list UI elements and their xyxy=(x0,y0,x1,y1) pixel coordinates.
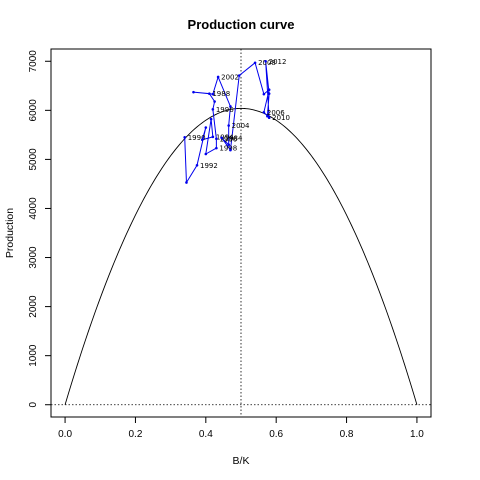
data-point xyxy=(211,135,215,139)
y-tick-label: 0 xyxy=(28,402,39,408)
data-point xyxy=(220,136,223,140)
year-label: 1998 xyxy=(219,145,237,153)
data-point xyxy=(204,126,208,129)
y-tick-label: 1000 xyxy=(28,344,39,367)
x-tick-label: 0.4 xyxy=(199,429,213,440)
year-label: 1994 xyxy=(216,133,234,141)
y-tick-label: 6000 xyxy=(28,99,39,122)
x-tick-label: 0.2 xyxy=(128,429,142,440)
year-label: 1986 xyxy=(219,135,237,143)
x-tick-label: 1.0 xyxy=(410,429,424,440)
data-point xyxy=(253,61,257,65)
data-point xyxy=(211,108,215,111)
data-point xyxy=(215,146,218,150)
data-point xyxy=(267,88,271,92)
y-tick-label: 3000 xyxy=(28,246,39,269)
x-tick-label: 0.0 xyxy=(58,429,72,440)
data-point xyxy=(211,92,215,96)
year-label: 2010 xyxy=(272,114,290,122)
x-tick-label: 0.8 xyxy=(340,429,354,440)
data-point xyxy=(237,74,241,77)
year-label: 1992 xyxy=(200,162,218,170)
year-label: 1996 xyxy=(216,106,234,114)
plot-area: 0.0 0.2 0.4 0.6 0.8 1.0 0 1000 2000 3000 4000 5000 6… xyxy=(28,48,432,440)
data-point xyxy=(200,138,204,142)
data-point xyxy=(262,110,266,114)
production-curve-line xyxy=(64,107,418,405)
data-point xyxy=(185,181,188,184)
data-point xyxy=(195,163,199,167)
data-point xyxy=(208,92,211,95)
year-label: 1984 xyxy=(225,134,243,142)
y-axis-label: Production xyxy=(4,208,16,258)
year-label: 1988 xyxy=(212,90,230,98)
data-point xyxy=(227,143,230,146)
data-point xyxy=(267,116,271,119)
data-point xyxy=(227,124,230,127)
year-label: 2004 xyxy=(232,122,250,130)
year-label: 2012 xyxy=(269,58,287,66)
chart-title: Production curve xyxy=(188,17,295,32)
year-label: 2008 xyxy=(258,59,276,67)
data-point xyxy=(266,114,269,118)
x-axis-label: B/K xyxy=(233,455,250,467)
data-point xyxy=(183,136,187,139)
data-point xyxy=(215,137,218,141)
data-point xyxy=(229,148,232,152)
data-point xyxy=(229,105,232,108)
y-tick-label: 4000 xyxy=(28,197,39,220)
year-label: 2006 xyxy=(267,109,285,117)
data-point xyxy=(216,75,220,79)
data-point xyxy=(213,100,216,103)
data-point xyxy=(192,90,195,94)
data-point xyxy=(262,92,266,96)
data-point xyxy=(209,117,213,121)
y-tick-label: 2000 xyxy=(28,295,39,318)
y-tick-label: 7000 xyxy=(28,50,39,73)
data-point xyxy=(204,152,208,156)
data-point xyxy=(267,92,271,95)
year-label: 1990 xyxy=(188,134,206,142)
y-tick-label: 5000 xyxy=(28,148,39,171)
year-label: 2002 xyxy=(221,73,239,81)
x-tick-label: 0.6 xyxy=(269,429,283,440)
data-point xyxy=(264,59,267,63)
